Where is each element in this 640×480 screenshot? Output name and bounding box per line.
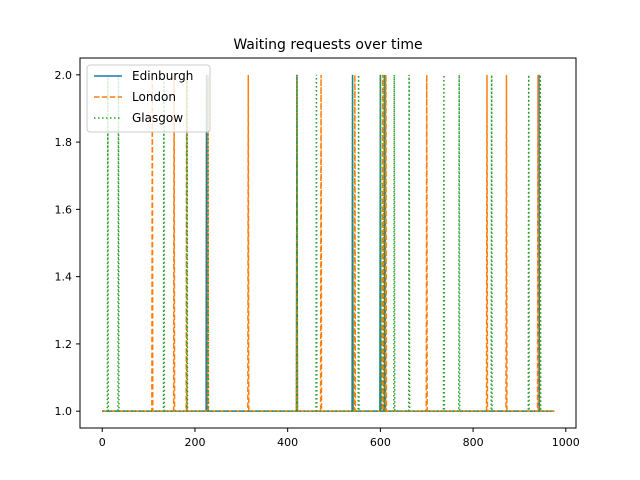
series-line-london <box>102 74 555 412</box>
x-tick-label: 800 <box>463 436 484 449</box>
y-axis: 1.0 1.2 1.4 1.6 1.8 2.0 <box>55 69 80 418</box>
legend-label-london: London <box>132 90 176 104</box>
y-tick-label: 1.6 <box>55 203 73 216</box>
legend-label-glasgow: Glasgow <box>132 111 183 125</box>
chart-title: Waiting requests over time <box>233 37 422 53</box>
x-tick-label: 0 <box>99 436 106 449</box>
x-tick-label: 600 <box>370 436 391 449</box>
y-tick-label: 1.4 <box>55 271 73 284</box>
y-tick-label: 1.2 <box>55 338 73 351</box>
plot-frame <box>79 57 577 429</box>
x-axis: 0 200 400 600 800 1000 <box>99 428 580 449</box>
y-tick-label: 2.0 <box>55 69 73 82</box>
y-tick-label: 1.8 <box>55 136 73 149</box>
series-line-glasgow <box>102 74 555 412</box>
x-tick-label: 400 <box>277 436 298 449</box>
series-layer <box>102 74 555 412</box>
legend-box <box>86 64 211 133</box>
x-tick-label: 1000 <box>552 436 580 449</box>
x-tick-label: 200 <box>184 436 205 449</box>
legend-label-edinburgh: Edinburgh <box>132 69 193 83</box>
y-tick-label: 1.0 <box>55 405 73 418</box>
legend: Edinburgh London Glasgow <box>86 64 211 133</box>
